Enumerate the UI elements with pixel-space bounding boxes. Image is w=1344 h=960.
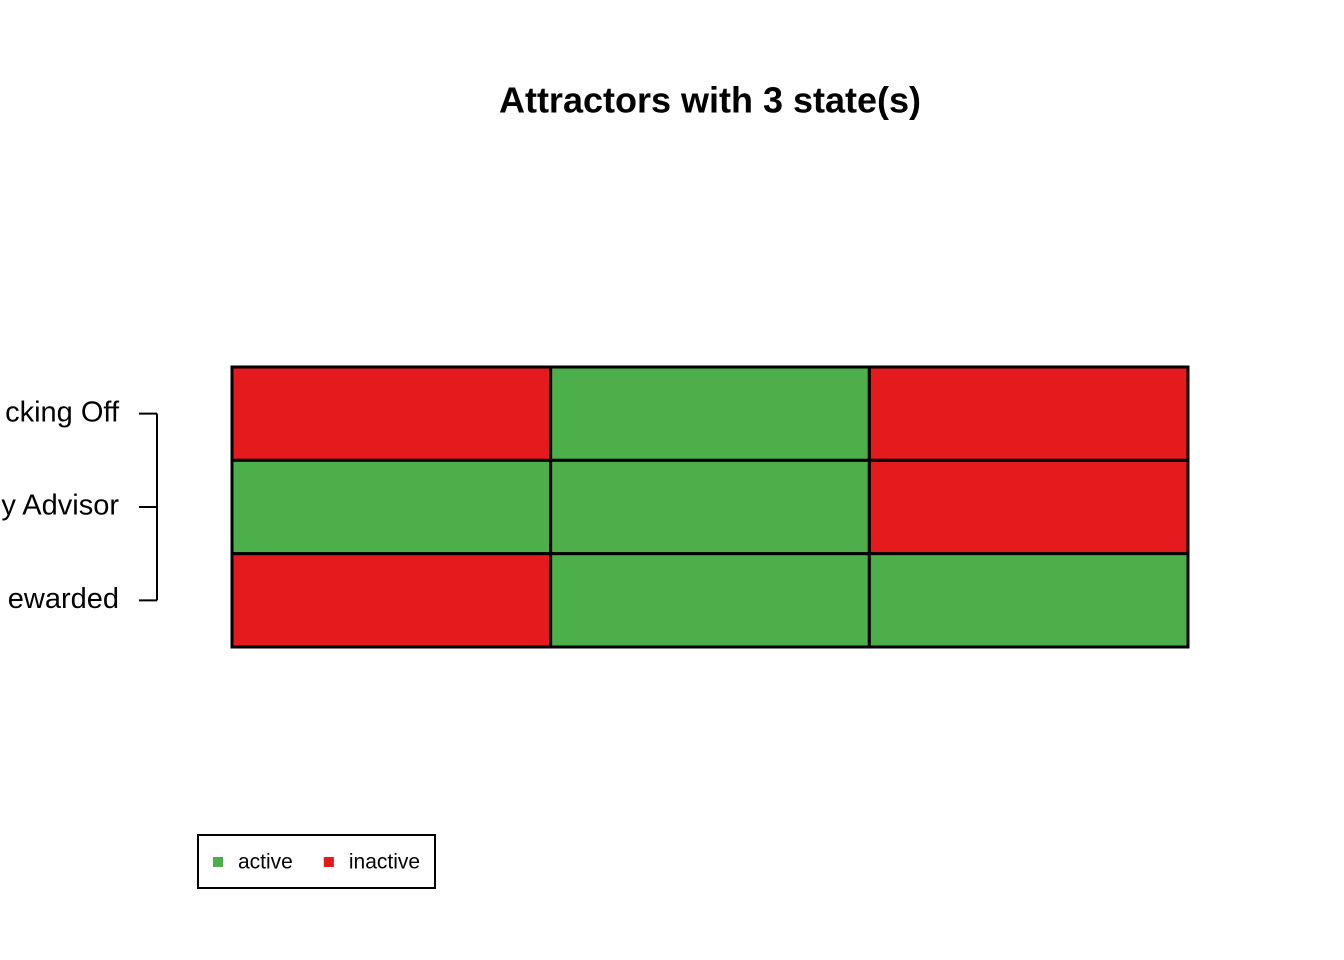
legend-swatch [213, 857, 223, 867]
legend-label: inactive [349, 851, 420, 874]
cell [549, 365, 871, 462]
legend-swatch [323, 857, 334, 867]
legend-box [197, 834, 436, 889]
row-label: y Advisor [1, 490, 119, 522]
cell [867, 365, 1190, 462]
cell [230, 458, 553, 556]
cell [230, 365, 553, 462]
legend-label: active [238, 851, 293, 874]
row-label: ewarded [8, 583, 119, 615]
cell [867, 552, 1190, 649]
cell [549, 458, 871, 556]
row-label: cking Off [5, 396, 120, 428]
cell [867, 458, 1190, 556]
cell [230, 552, 553, 649]
chart-title: Attractors with 3 state(s) [499, 80, 921, 121]
cell [549, 552, 871, 649]
